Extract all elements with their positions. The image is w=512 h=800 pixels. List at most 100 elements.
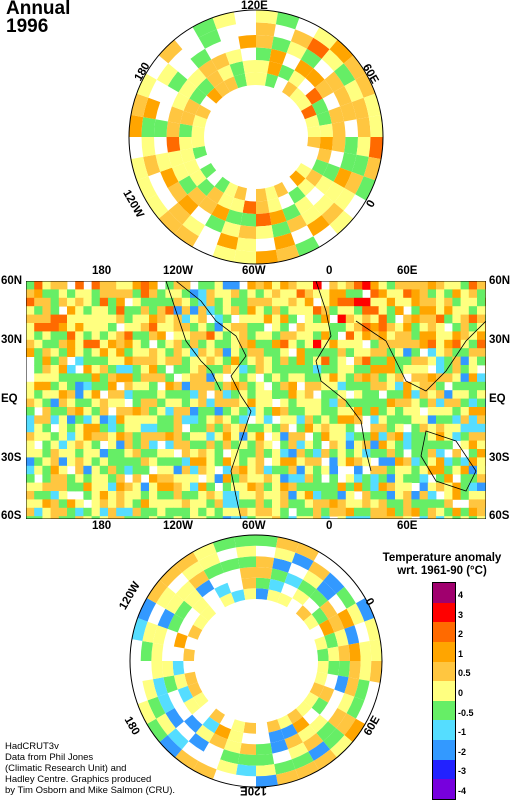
anomaly-cell <box>280 415 289 425</box>
anomaly-cell <box>124 482 133 492</box>
anomaly-cell <box>58 440 68 450</box>
anomaly-cell <box>214 432 224 441</box>
anomaly-cell <box>231 297 240 307</box>
anomaly-cell <box>280 423 289 433</box>
anomaly-cell <box>124 381 133 391</box>
anomaly-cell <box>173 356 183 366</box>
south-frame <box>129 534 383 788</box>
anomaly-cell <box>165 457 174 467</box>
anomaly-cell <box>403 339 412 349</box>
anomaly-cell <box>304 465 314 475</box>
anomaly-cell <box>444 516 453 519</box>
anomaly-cell <box>42 331 51 341</box>
anomaly-cell <box>149 415 158 425</box>
anomaly-cell <box>362 373 371 383</box>
anomaly-cell <box>247 465 256 475</box>
anomaly-cell <box>304 398 314 408</box>
anomaly-cell <box>99 314 109 324</box>
anomaly-cell <box>395 348 404 357</box>
anomaly-cell <box>370 289 379 299</box>
anomaly-cell <box>173 457 183 467</box>
anomaly-cell <box>50 281 60 290</box>
anomaly-cell <box>272 491 281 500</box>
anomaly-cell <box>149 457 158 467</box>
anomaly-cell <box>337 516 347 519</box>
anomaly-cell <box>140 365 150 374</box>
north-anomaly-cell <box>236 237 256 252</box>
north-anomaly-cell <box>166 137 181 153</box>
anomaly-cell <box>181 457 191 467</box>
anomaly-cell <box>206 339 215 349</box>
anomaly-cell <box>468 398 478 408</box>
anomaly-cell <box>124 306 133 315</box>
credit-line5: by Tim Osborn and Mike Salmon (CRU). <box>5 785 175 796</box>
anomaly-cell <box>26 289 35 299</box>
anomaly-cell <box>452 373 461 383</box>
anomaly-cell <box>67 314 76 324</box>
anomaly-cell <box>26 407 35 416</box>
north-anomaly-cell <box>256 212 272 227</box>
anomaly-cell <box>99 281 109 290</box>
north-anomaly-cell <box>316 110 332 126</box>
north-anomaly-cell <box>311 159 329 176</box>
anomaly-cell <box>67 323 76 332</box>
anomaly-cell <box>149 499 158 509</box>
anomaly-cell <box>321 507 330 517</box>
anomaly-cell <box>26 297 35 307</box>
south-anomaly-cell <box>214 582 232 599</box>
anomaly-cell <box>75 440 84 450</box>
anomaly-cell <box>345 365 355 374</box>
anomaly-cell <box>419 474 429 483</box>
anomaly-cell <box>370 499 379 509</box>
anomaly-cell <box>419 449 429 458</box>
anomaly-cell <box>50 348 60 357</box>
anomaly-cell <box>460 432 470 441</box>
south-anomaly-cell <box>157 693 175 714</box>
anomaly-cell <box>345 281 355 290</box>
anomaly-cell <box>91 440 101 450</box>
anomaly-cell <box>263 449 273 458</box>
south-anomaly-cell <box>338 661 351 678</box>
south-anomaly-cell <box>266 589 281 603</box>
anomaly-cell <box>337 407 347 416</box>
anomaly-cell <box>247 365 256 374</box>
south-anomaly-cell <box>231 589 246 603</box>
anomaly-cell <box>321 289 330 299</box>
south-anomaly-cell <box>137 700 157 724</box>
anomaly-cell <box>239 323 248 332</box>
south-anomaly-cell <box>311 607 329 625</box>
anomaly-cell <box>460 289 470 299</box>
north-anomaly-cell <box>289 87 306 104</box>
south-anomaly-cell <box>303 692 319 708</box>
south-anomaly-cell <box>237 556 256 569</box>
anomaly-cell <box>272 423 281 433</box>
anomaly-cell <box>26 423 35 433</box>
anomaly-cell <box>354 449 363 458</box>
anomaly-cell <box>34 297 43 307</box>
north-anomaly-cell <box>242 200 256 214</box>
south-anomaly-cell <box>272 557 292 573</box>
anomaly-cell <box>337 314 347 324</box>
anomaly-cell <box>173 440 183 450</box>
anomaly-cell <box>411 314 420 324</box>
anomaly-cell <box>370 373 379 383</box>
north-anomaly-cell <box>305 68 325 88</box>
anomaly-cell <box>313 474 322 483</box>
anomaly-cell <box>272 356 281 366</box>
anomaly-cell <box>419 356 429 366</box>
anomaly-cell <box>198 339 207 349</box>
south-anomaly-cell <box>270 568 289 583</box>
anomaly-cell <box>411 289 420 299</box>
anomaly-cell <box>26 432 35 441</box>
anomaly-cell <box>181 373 191 383</box>
anomaly-cell <box>181 348 191 357</box>
anomaly-cell <box>329 415 338 425</box>
anomaly-cell <box>190 465 199 475</box>
anomaly-cell <box>50 331 60 341</box>
south-anomaly-cell <box>167 728 189 750</box>
anomaly-cell <box>362 365 371 374</box>
anomaly-cell <box>386 499 396 509</box>
anomaly-cell <box>460 297 470 307</box>
south-anomaly-cell <box>174 600 193 620</box>
anomaly-cell <box>477 323 486 332</box>
